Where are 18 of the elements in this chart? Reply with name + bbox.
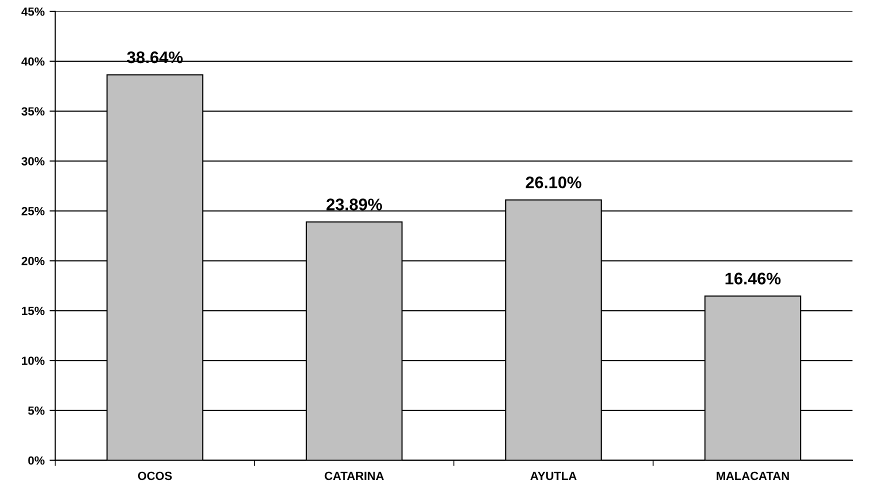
y-tick-label: 35%: [21, 107, 45, 116]
x-tick-label: CATARINA: [324, 472, 384, 480]
x-tick-label: OCOS: [138, 472, 172, 480]
y-tick-label: 5%: [28, 406, 45, 415]
x-tick-label: AYUTLA: [530, 472, 577, 480]
data-label: 23.89%: [326, 198, 382, 210]
y-tick-label: 10%: [22, 356, 45, 365]
y-tick-label: 30%: [21, 157, 45, 166]
x-tick-label: MALACATAN: [716, 472, 789, 480]
y-tick-label: 45%: [21, 7, 45, 16]
y-tick-label: 20%: [22, 256, 45, 266]
y-tick-label: 25%: [22, 206, 45, 216]
data-label: 38.64%: [127, 51, 183, 64]
y-tick-label: 0%: [28, 456, 45, 465]
y-tick-label: 15%: [22, 306, 45, 316]
data-label: 26.10%: [526, 176, 582, 188]
y-tick-label: 40%: [21, 57, 45, 66]
data-label: 16.46%: [726, 272, 781, 284]
